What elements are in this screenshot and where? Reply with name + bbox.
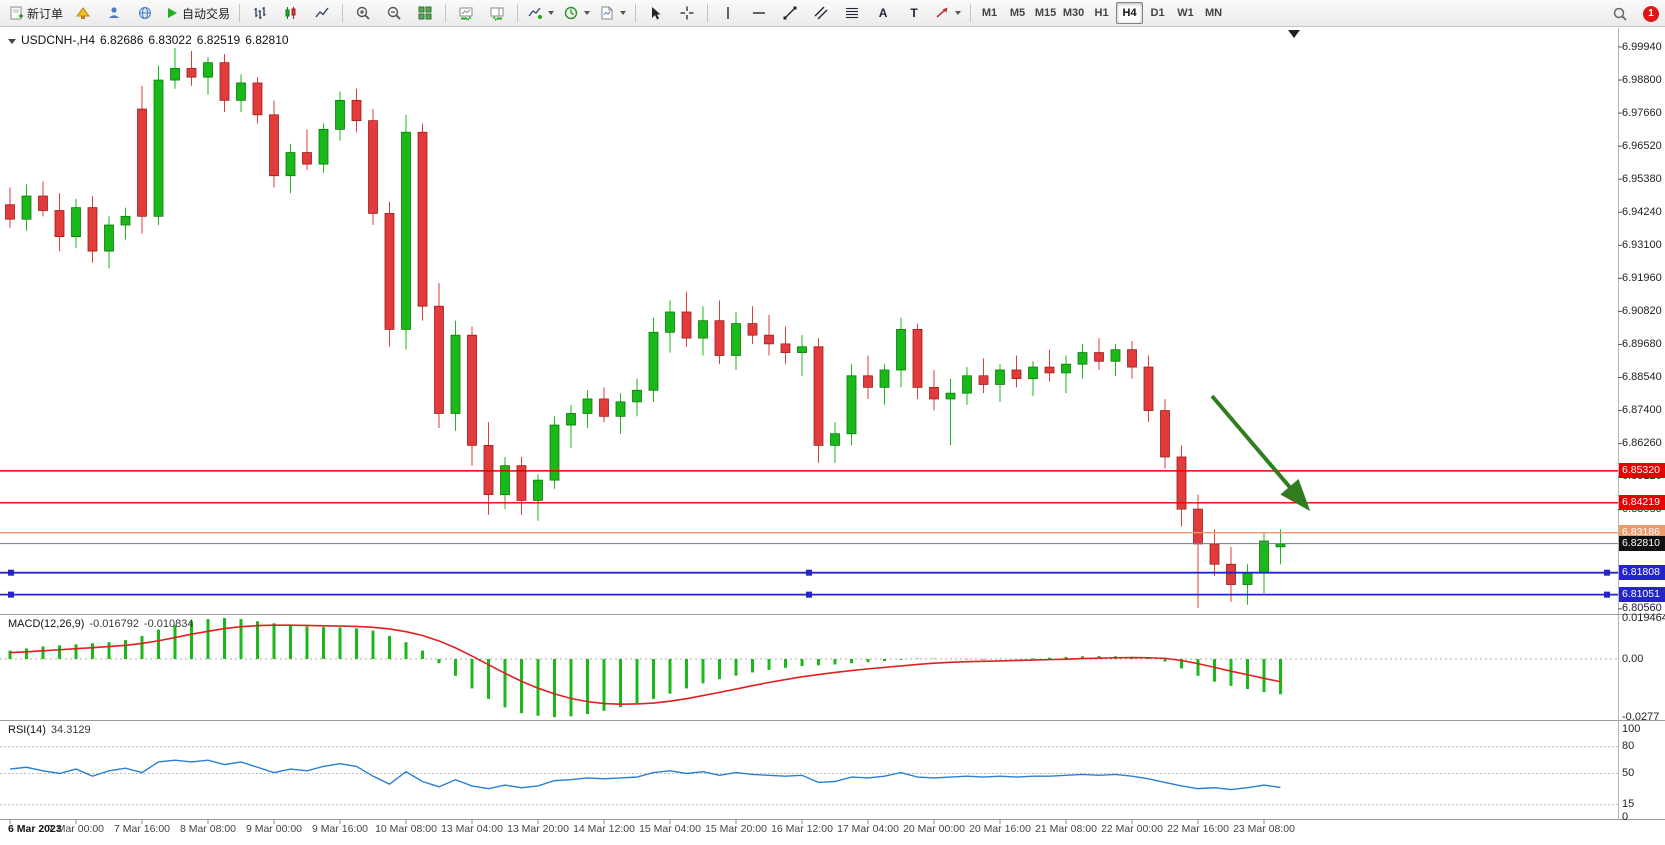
dropdown-caret-icon bbox=[584, 11, 591, 15]
timeframe-m5[interactable]: M5 bbox=[1009, 7, 1026, 19]
candlestick-chart-button[interactable] bbox=[276, 1, 306, 25]
fibonacci-icon bbox=[846, 7, 859, 19]
text-button[interactable]: A bbox=[868, 1, 898, 25]
indicators-button[interactable] bbox=[523, 1, 558, 25]
template-icon bbox=[601, 6, 613, 20]
dropdown-caret-icon bbox=[620, 11, 627, 15]
zoom-out-icon bbox=[387, 6, 401, 20]
zoom-in-icon bbox=[356, 6, 370, 20]
toolbar-separator bbox=[970, 4, 972, 22]
macd-histogram bbox=[8, 618, 1282, 718]
templates-button[interactable] bbox=[595, 1, 630, 25]
horizontal-line-icon bbox=[753, 12, 766, 14]
bar-chart-icon bbox=[254, 7, 266, 19]
toolbar-separator bbox=[707, 4, 709, 22]
zoom-out-button[interactable] bbox=[379, 1, 409, 25]
vertical-line-icon bbox=[727, 7, 729, 19]
crosshair-icon bbox=[680, 6, 694, 20]
macd-signal-line bbox=[9, 624, 1281, 705]
timeframe-mn[interactable]: MN bbox=[1204, 7, 1223, 19]
tile-windows-button[interactable] bbox=[410, 1, 440, 25]
chart-shift-button[interactable] bbox=[482, 1, 512, 25]
label-button[interactable]: T bbox=[899, 1, 929, 25]
main-toolbar: 新订单 自动交易 bbox=[0, 0, 1665, 27]
timeframe-d1[interactable]: D1 bbox=[1150, 7, 1165, 19]
new-order-button[interactable]: 新订单 bbox=[4, 1, 67, 25]
label-tool-glyph: T bbox=[910, 6, 918, 20]
play-icon bbox=[168, 8, 178, 18]
add-indicator-icon bbox=[528, 7, 543, 19]
clock-icon bbox=[564, 6, 578, 20]
auto-scroll-icon bbox=[459, 7, 473, 21]
cursor-button[interactable] bbox=[641, 1, 671, 25]
fibonacci-button[interactable] bbox=[837, 1, 867, 25]
tile-windows-icon bbox=[418, 6, 432, 20]
algo-trading-button[interactable]: 自动交易 bbox=[161, 1, 234, 25]
chart-canvas[interactable] bbox=[0, 27, 1665, 845]
community-button[interactable] bbox=[130, 1, 160, 25]
text-tool-glyph: A bbox=[878, 6, 888, 20]
cursor-icon bbox=[652, 7, 661, 20]
arrows-button[interactable] bbox=[930, 1, 965, 25]
globe-icon bbox=[139, 7, 152, 19]
toolbar-separator bbox=[517, 4, 519, 22]
algo-trading-label: 自动交易 bbox=[182, 6, 231, 21]
chart-area[interactable]: 6.99940 6.98800 6.97660 6.96520 6.95380 6.942… bbox=[0, 27, 1665, 845]
rsi-line bbox=[9, 759, 1281, 791]
new-order-label: 新订单 bbox=[27, 6, 64, 21]
market-watch-button[interactable] bbox=[99, 1, 129, 25]
line-chart-icon bbox=[315, 7, 329, 18]
vertical-line-button[interactable] bbox=[713, 1, 743, 25]
toolbar-separator bbox=[239, 4, 241, 22]
timeframe-w1[interactable]: W1 bbox=[1177, 7, 1194, 19]
trendline-icon bbox=[783, 6, 797, 20]
equidistant-channel-button[interactable] bbox=[806, 1, 836, 25]
candlestick-icon bbox=[285, 7, 296, 19]
metaeditor-button[interactable] bbox=[68, 1, 98, 25]
person-chart-icon bbox=[109, 7, 120, 18]
timeframe-h1[interactable]: H1 bbox=[1094, 7, 1109, 19]
chart-shift-icon bbox=[490, 7, 504, 21]
auto-scroll-button[interactable] bbox=[451, 1, 481, 25]
dropdown-caret-icon bbox=[548, 11, 555, 15]
line-chart-button[interactable] bbox=[307, 1, 337, 25]
crosshair-button[interactable] bbox=[672, 1, 702, 25]
notification-badge[interactable]: 1 bbox=[1643, 5, 1659, 22]
metaeditor-icon bbox=[76, 7, 91, 19]
search-icon bbox=[1613, 7, 1627, 21]
chart-shift-marker-icon[interactable] bbox=[1288, 30, 1300, 38]
toolbar-separator bbox=[445, 4, 447, 22]
timeframe-m1[interactable]: M1 bbox=[981, 7, 998, 19]
dropdown-caret-icon bbox=[955, 11, 962, 15]
search-button[interactable] bbox=[1605, 2, 1635, 26]
toolbar-separator bbox=[342, 4, 344, 22]
toolbar-right-cluster: 1 bbox=[1605, 0, 1659, 27]
trendline-button[interactable] bbox=[775, 1, 805, 25]
arrow-annotation[interactable] bbox=[1210, 394, 1311, 512]
horizontal-line-button[interactable] bbox=[744, 1, 774, 25]
zoom-in-button[interactable] bbox=[348, 1, 378, 25]
timeframe-m15[interactable]: M15 bbox=[1034, 7, 1057, 19]
periods-button[interactable] bbox=[559, 1, 594, 25]
bar-chart-button[interactable] bbox=[245, 1, 275, 25]
channel-icon bbox=[814, 6, 828, 20]
timeframe-h4[interactable]: H4 bbox=[1116, 2, 1144, 24]
toolbar-separator bbox=[635, 4, 637, 22]
arrow-object-icon bbox=[936, 7, 948, 18]
timeframe-m30[interactable]: M30 bbox=[1062, 7, 1085, 19]
new-order-icon bbox=[10, 6, 23, 20]
candles bbox=[5, 48, 1286, 608]
horizontal-line-objects[interactable] bbox=[0, 470, 1618, 598]
